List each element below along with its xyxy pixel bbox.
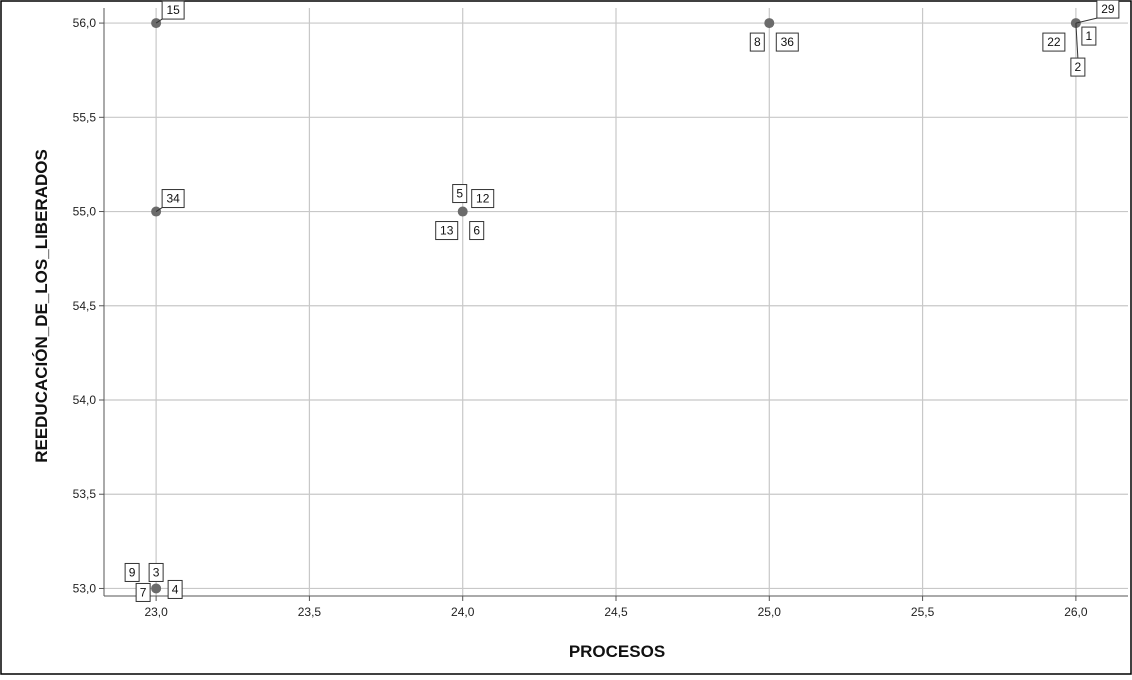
point-label: 34 <box>166 192 180 206</box>
point-label-box <box>775 32 799 52</box>
y-tick-label: 55,0 <box>73 205 97 219</box>
y-tick-label: 56,0 <box>73 16 97 30</box>
point-label-box <box>148 562 164 582</box>
point-label-box <box>1042 32 1066 52</box>
label-leader-line <box>155 207 163 212</box>
label-leader-line <box>1075 23 1079 59</box>
point-label: 15 <box>166 3 180 17</box>
point-label-box <box>161 0 185 20</box>
point-label: 12 <box>476 192 490 206</box>
x-tick-label: 24,5 <box>604 605 628 619</box>
ticks-layer: 23,0 23,5 24,0 24,5 25,0 25,5 26,0 53,0 53,5 54,0… <box>73 16 1088 619</box>
points-layer <box>151 18 1081 594</box>
scatter-point <box>457 206 468 217</box>
point-label-box <box>1070 57 1086 77</box>
y-tick-label: 53,5 <box>73 487 97 501</box>
x-axis-title: PROCESOS <box>569 642 665 661</box>
point-label: 2 <box>1075 60 1082 74</box>
x-tick-label: 23,0 <box>144 605 168 619</box>
point-label: 3 <box>153 565 160 579</box>
point-label-box <box>167 579 183 599</box>
point-label-box <box>452 184 468 204</box>
y-tick-label: 55,5 <box>73 110 97 124</box>
x-tick-label: 25,5 <box>911 605 935 619</box>
point-label: 13 <box>440 224 454 238</box>
x-tick-label: 24,0 <box>451 605 475 619</box>
y-axis-title: REEDUCACIÓN_DE_LOS_LIBERADOS <box>32 149 51 463</box>
grid-layer <box>104 8 1128 596</box>
point-label-box <box>749 32 765 52</box>
point-label: 29 <box>1101 2 1115 16</box>
point-label-box <box>1096 0 1120 19</box>
x-tick-label: 23,5 <box>298 605 322 619</box>
scatter-point <box>764 18 775 29</box>
y-tick-label: 54,0 <box>73 393 97 407</box>
point-label-box <box>435 221 459 241</box>
point-label-box <box>124 562 140 582</box>
label-leader-line <box>155 18 163 24</box>
point-label: 36 <box>781 35 795 49</box>
point-label-box <box>469 221 485 241</box>
point-label: 1 <box>1086 29 1093 43</box>
scatter-point <box>151 583 162 594</box>
point-label-box <box>1081 26 1097 46</box>
x-tick-label: 25,0 <box>758 605 782 619</box>
point-label-box <box>161 189 185 209</box>
point-label: 4 <box>172 582 179 596</box>
point-label: 22 <box>1047 35 1061 49</box>
x-tick-label: 26,0 <box>1064 605 1088 619</box>
y-tick-label: 53,0 <box>73 581 97 595</box>
point-label-box <box>135 582 151 602</box>
point-label: 6 <box>473 224 480 238</box>
point-label-box <box>471 189 495 209</box>
point-label: 8 <box>754 35 761 49</box>
point-label: 9 <box>129 565 136 579</box>
label-leader-line <box>1075 17 1097 24</box>
y-tick-label: 54,5 <box>73 299 97 313</box>
point-label: 7 <box>140 585 147 599</box>
point-label: 5 <box>456 187 463 201</box>
